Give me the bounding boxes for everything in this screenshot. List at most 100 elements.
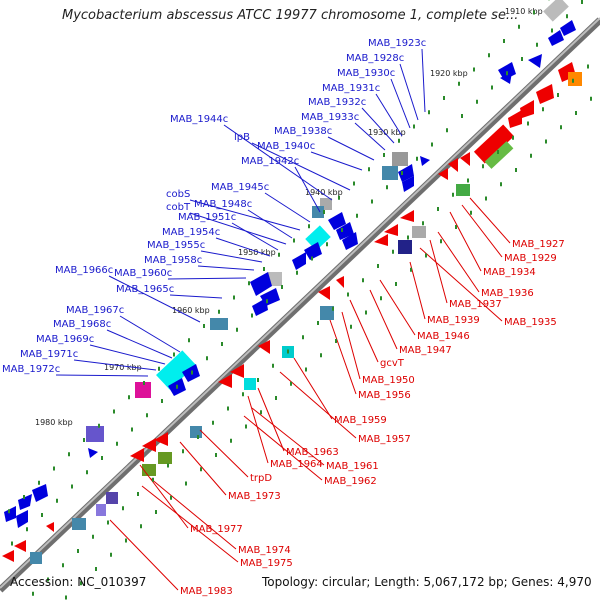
forward-gene-label[interactable]: MAB_1928c [346,53,404,64]
forward-gene-label[interactable]: MAB_1930c [337,68,395,79]
reverse-gene-label[interactable]: MAB_1959 [334,415,387,426]
reverse-gene-label[interactable]: MAB_1937 [449,299,502,310]
gene-block-gray[interactable] [392,152,408,166]
gene-arrow[interactable] [250,272,272,296]
gene-arrow[interactable] [500,72,512,84]
gene-arrow[interactable] [400,210,414,222]
reverse-gene-label[interactable]: MAB_1929 [504,253,557,264]
gene-arrow[interactable] [16,510,28,528]
gene-arrow[interactable] [46,522,54,532]
forward-gene-label[interactable]: cobT [166,202,191,213]
forward-gene-label[interactable]: MAB_1942c [241,156,299,167]
gene-arrow[interactable] [32,484,48,502]
gene-arrow[interactable] [4,506,16,522]
gene-arrow[interactable] [14,540,26,552]
gene-block-purple[interactable] [106,492,118,504]
forward-gene-label[interactable]: MAB_1932c [308,97,366,108]
gene-arrow[interactable] [374,234,388,246]
forward-gene-label[interactable]: MAB_1965c [116,284,174,295]
reverse-gene-label[interactable]: MAB_1961 [326,461,379,472]
reverse-gene-label[interactable]: MAB_1962 [324,476,377,487]
reverse-gene-label[interactable]: gcvT [380,358,405,369]
reverse-gene-label[interactable]: MAB_1973 [228,491,281,502]
gene-arrow[interactable] [154,432,168,446]
gene-arrow[interactable] [88,448,98,458]
forward-gene-label[interactable]: MAB_1960c [114,268,172,279]
gene-block-olive[interactable] [158,452,172,464]
gene-block-red[interactable] [473,124,515,164]
gene-arrow[interactable] [142,438,156,452]
forward-gene-label[interactable]: MAB_1969c [36,334,94,345]
reverse-gene-label[interactable]: MAB_1956 [358,390,411,401]
gene-arrow[interactable] [438,168,448,180]
reverse-gene-label[interactable]: MAB_1946 [417,331,470,342]
reverse-gene-label[interactable]: MAB_1939 [427,315,480,326]
reverse-gene-label[interactable]: MAB_1935 [504,317,557,328]
gene-arrow[interactable] [218,374,232,388]
gene-arrow[interactable] [448,158,458,172]
gene-arrow[interactable] [460,152,470,166]
forward-gene-label[interactable]: MAB_1951c [178,212,236,223]
gene-block-gray[interactable] [412,226,426,238]
forward-gene-label[interactable]: MAB_1938c [274,126,332,137]
gene-arrow[interactable] [536,84,554,104]
gene-arrow[interactable] [292,252,306,270]
forward-gene-label[interactable]: MAB_1954c [162,227,220,238]
forward-gene-label[interactable]: MAB_1971c [20,349,78,360]
gene-arrow[interactable] [384,224,398,236]
forward-gene-label[interactable]: MAB_1933c [301,112,359,123]
reverse-gene-label[interactable]: MAB_1975 [240,558,293,569]
gene-block-purple[interactable] [86,426,104,442]
gene-arrow[interactable] [230,364,244,378]
gene-arrow[interactable] [258,340,270,354]
gene-block-magenta[interactable] [135,382,151,398]
reverse-gene-label[interactable]: MAB_1947 [399,345,452,356]
gene-block-gray[interactable] [268,272,282,286]
gene-arrow[interactable] [336,222,354,240]
gene-block-cyan[interactable] [305,225,331,251]
gene-block-steel[interactable] [320,306,334,320]
gene-arrow[interactable] [336,276,344,288]
forward-gene-label[interactable]: MAB_1972c [2,364,60,375]
gene-block-cyan[interactable] [244,378,256,390]
gene-arrow[interactable] [328,212,346,230]
gene-arrow[interactable] [2,550,14,562]
gene-arrow[interactable] [304,242,322,260]
gene-arrow[interactable] [420,156,430,166]
forward-gene-label[interactable]: MAB_1955c [147,240,205,251]
gene-arrow[interactable] [498,62,516,80]
gene-block-navy[interactable] [398,240,412,254]
forward-gene-label[interactable]: lpB [234,132,250,143]
forward-gene-label[interactable]: MAB_1967c [66,305,124,316]
gene-block-steel[interactable] [30,552,42,564]
gene-arrow[interactable] [398,164,414,182]
gene-arrow[interactable] [548,30,564,46]
reverse-gene-label[interactable]: MAB_1983 [180,586,233,597]
reverse-gene-label[interactable]: MAB_1927 [512,239,565,250]
forward-gene-label[interactable]: MAB_1945c [211,182,269,193]
gene-block-green[interactable] [484,141,514,169]
forward-gene-label[interactable]: cobS [166,189,190,200]
reverse-gene-label[interactable]: trpD [250,473,272,484]
gene-block-purple[interactable] [96,504,106,516]
gene-block-gray[interactable] [543,0,569,22]
forward-gene-label[interactable]: MAB_1948c [194,199,252,210]
reverse-gene-label[interactable]: MAB_1950 [362,375,415,386]
gene-block-steel[interactable] [72,518,86,530]
forward-gene-label[interactable]: MAB_1968c [53,319,111,330]
gene-arrow[interactable] [528,54,542,68]
gene-arrow[interactable] [318,286,330,300]
gene-block-green[interactable] [456,184,470,196]
reverse-gene-label[interactable]: MAB_1934 [483,267,536,278]
gene-block-steel[interactable] [312,206,324,218]
gene-arrow[interactable] [18,494,32,510]
forward-gene-label[interactable]: MAB_1958c [144,255,202,266]
reverse-gene-label[interactable]: MAB_1963 [286,447,339,458]
reverse-gene-label[interactable]: MAB_1936 [481,288,534,299]
gene-arrow[interactable] [508,110,522,128]
gene-arrow[interactable] [560,20,576,36]
reverse-gene-label[interactable]: MAB_1977 [190,524,243,535]
gene-arrow[interactable] [130,448,144,462]
gene-arrow[interactable] [402,176,414,192]
gene-arrow[interactable] [520,100,534,118]
